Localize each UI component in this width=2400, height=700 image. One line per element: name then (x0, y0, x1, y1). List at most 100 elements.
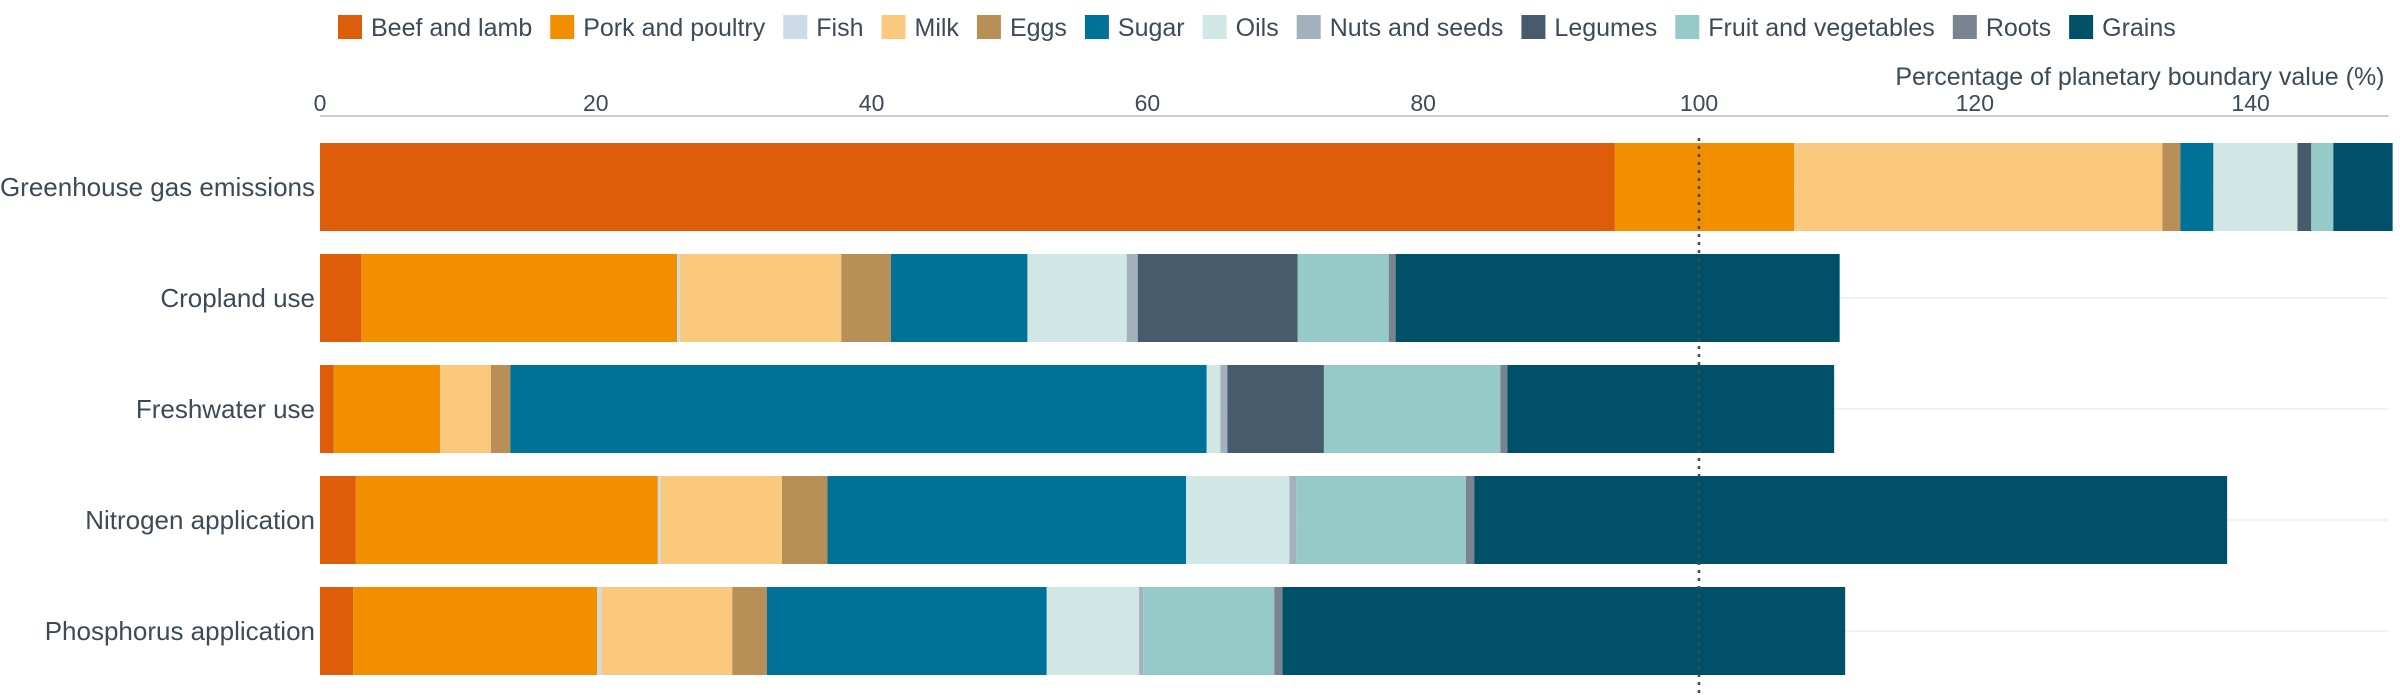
legend-item-fish: Fish (783, 14, 864, 42)
legend-swatch (2069, 15, 2094, 39)
legend-swatch (1296, 15, 1321, 39)
bar-segment-oils (1027, 254, 1127, 342)
bar-segment-grains (1474, 476, 2228, 564)
legend-swatch (1521, 15, 1546, 39)
bar-segment-pork-and-poultry (355, 476, 658, 564)
category-label: Phosphorus application (45, 616, 315, 646)
legend-label: Roots (1986, 14, 2051, 42)
legend-item-pork-and-poultry: Pork and poultry (550, 14, 766, 42)
bar-segment-roots (1274, 587, 1283, 675)
bar-segment-eggs (781, 476, 828, 564)
legend-label: Beef and lamb (371, 14, 532, 42)
bar-segment-sugar (2180, 143, 2214, 231)
bar-segment-sugar (890, 254, 1028, 342)
x-tick-label: 120 (1956, 90, 1994, 116)
bar-segment-pork-and-poultry (333, 365, 440, 453)
bar-segment-beef-and-lamb (320, 587, 354, 675)
bar-row-freshwater-use (320, 365, 1835, 453)
bar-segment-milk (660, 476, 782, 564)
legend-label: Grains (2102, 14, 2176, 42)
bar-segment-oils (1046, 587, 1140, 675)
bar-segment-nuts-and-seeds (1139, 587, 1144, 675)
bar-segment-pork-and-poultry (353, 587, 598, 675)
legend-swatch (881, 15, 906, 39)
legend-swatch (1084, 15, 1109, 39)
legend-swatch (1952, 15, 1977, 39)
legend-item-legumes: Legumes (1521, 14, 1657, 42)
bar-segment-grains (1282, 587, 1846, 675)
x-axis: Percentage of planetary boundary value (… (314, 63, 2389, 117)
bar-segment-milk (679, 254, 842, 342)
bar-segment-sugar (766, 587, 1047, 675)
bar-segment-nuts-and-seeds (1126, 254, 1138, 342)
bar-segment-eggs (732, 587, 767, 675)
category-label: Cropland use (160, 283, 315, 313)
bar-segment-milk (1794, 143, 2163, 231)
bar-segment-legumes (2297, 143, 2312, 231)
x-tick-label: 0 (314, 90, 327, 116)
category-label: Nitrogen application (85, 505, 315, 535)
bar-segment-sugar (827, 476, 1187, 564)
legend-item-grains: Grains (2069, 14, 2176, 42)
legend-item-sugar: Sugar (1084, 14, 1185, 42)
bar-row-greenhouse-gas-emissions (320, 143, 2393, 231)
x-tick-label: 60 (1135, 90, 1161, 116)
legend-item-nuts-and-seeds: Nuts and seeds (1296, 14, 1504, 42)
bar-segment-beef-and-lamb (320, 254, 362, 342)
legend-label: Sugar (1118, 14, 1185, 42)
bar-segment-roots (1500, 365, 1508, 453)
legend-item-fruit-and-vegetables: Fruit and vegetables (1675, 14, 1935, 42)
bar-segment-beef-and-lamb (320, 143, 1615, 231)
bar-segment-grains (1395, 254, 1840, 342)
bars-area (320, 143, 2393, 675)
legend-swatch (550, 15, 575, 39)
legend-label: Legumes (1554, 14, 1657, 42)
legend-item-roots: Roots (1952, 14, 2051, 42)
bar-segment-milk (601, 587, 733, 675)
bar-segment-fruit-and-vegetables (1296, 476, 1466, 564)
bar-segment-nuts-and-seeds (1220, 365, 1228, 453)
bar-segment-grains (2333, 143, 2393, 231)
category-label: Greenhouse gas emissions (0, 172, 315, 202)
bar-segment-legumes (1137, 254, 1298, 342)
bar-segment-nuts-and-seeds (1289, 476, 1297, 564)
category-labels: Greenhouse gas emissions Cropland use Fres… (0, 172, 315, 646)
bar-segment-roots (1388, 254, 1396, 342)
bar-segment-fish (597, 587, 602, 675)
bar-segment-fruit-and-vegetables (1297, 254, 1389, 342)
bar-row-nitrogen-application (320, 476, 2228, 564)
legend-label: Milk (915, 14, 960, 42)
x-tick-label: 20 (583, 90, 609, 116)
bar-segment-eggs (841, 254, 891, 342)
bar-segment-fruit-and-vegetables (1143, 587, 1275, 675)
bar-segment-legumes (1227, 365, 1324, 453)
bar-segment-roots (1465, 476, 1475, 564)
legend-swatch (1675, 15, 1700, 39)
legend-item-eggs: Eggs (976, 14, 1067, 42)
legend-swatch (976, 15, 1001, 39)
bar-segment-oils (1206, 365, 1221, 453)
legend-swatch (783, 15, 808, 39)
legend-label: Fish (816, 14, 863, 42)
x-tick-label: 40 (859, 90, 885, 116)
x-tick-label: 80 (1410, 90, 1436, 116)
bar-segment-milk (439, 365, 491, 453)
bar-segment-pork-and-poultry (1614, 143, 1795, 231)
x-tick-label: 140 (2231, 90, 2269, 116)
bar-segment-pork-and-poultry (361, 254, 678, 342)
bar-segment-oils (1186, 476, 1290, 564)
legend-label: Oils (1236, 14, 1279, 42)
bar-row-cropland-use (320, 254, 1840, 342)
bar-row-phosphorus-application (320, 587, 1846, 675)
x-tick-label: 100 (1680, 90, 1718, 116)
chart-legend: Beef and lamb Pork and poultry Fish Milk Egg… (338, 14, 2176, 42)
bar-segment-fish (657, 476, 661, 564)
legend-item-milk: Milk (881, 14, 960, 42)
bar-segment-eggs (2162, 143, 2181, 231)
bar-segment-beef-and-lamb (320, 365, 334, 453)
bar-segment-eggs (490, 365, 511, 453)
bar-segment-beef-and-lamb (320, 476, 356, 564)
legend-label: Nuts and seeds (1330, 14, 1504, 42)
legend-label: Eggs (1010, 14, 1067, 42)
